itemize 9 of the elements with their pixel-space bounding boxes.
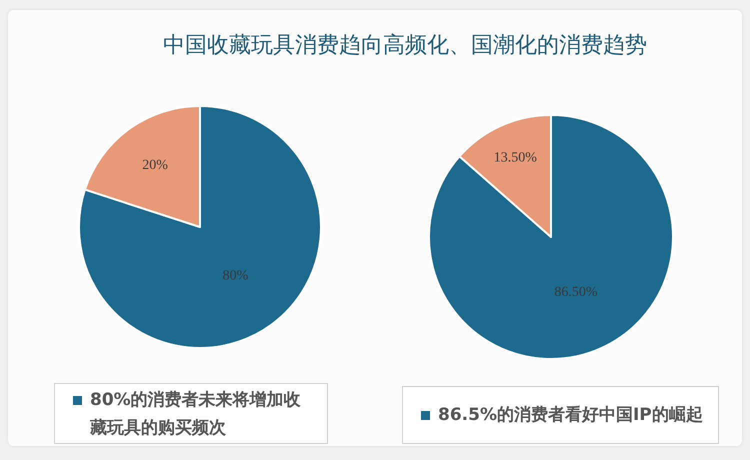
pie-slice <box>429 115 673 359</box>
data-label: 13.50% <box>494 150 538 166</box>
pie-slice <box>79 106 321 348</box>
text: 中国收藏玩具消费趋向高频化、国潮化的消费趋势 <box>162 31 648 59</box>
data-label: 86.50% <box>554 285 598 300</box>
data-label: 20% <box>142 158 168 173</box>
legend-label: 86.5%的消费者看好中国IP的崛起 <box>438 404 703 427</box>
legend-label: 80%的消费者未来将增加收藏玩具的购买频次 <box>90 388 302 440</box>
data-label: 80% <box>222 268 249 284</box>
